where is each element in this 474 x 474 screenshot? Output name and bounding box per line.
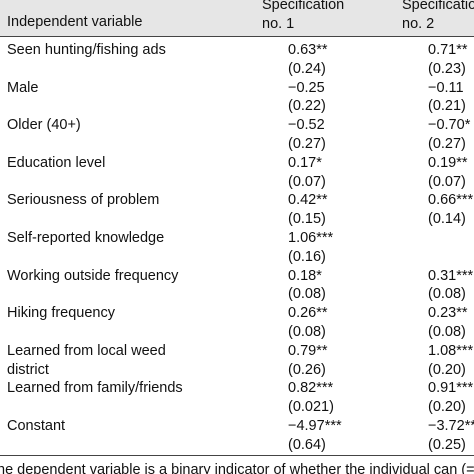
coefficient: 0.66*** bbox=[428, 192, 474, 209]
standard-error: (0.15) bbox=[288, 211, 326, 228]
coefficient: 0.23** bbox=[428, 305, 468, 322]
row-label: Constant bbox=[7, 418, 66, 434]
standard-error: (0.20) bbox=[428, 399, 466, 416]
coefficient: 0.63** bbox=[288, 42, 328, 58]
standard-error: (0.24) bbox=[288, 60, 326, 77]
standard-error: (0.08) bbox=[288, 324, 326, 340]
standard-error: (0.64) bbox=[288, 436, 326, 453]
standard-error: (0.27) bbox=[428, 136, 466, 152]
coefficient: 0.82*** bbox=[288, 380, 334, 397]
coefficient: 0.31*** bbox=[428, 267, 474, 284]
coefficient: 0.18* bbox=[288, 267, 322, 284]
coefficient: −0.25 bbox=[288, 79, 325, 96]
standard-error: (0.08) bbox=[428, 286, 466, 303]
standard-error: (0.16) bbox=[288, 248, 326, 265]
footnote: he dependent variable is a binary indica… bbox=[0, 462, 474, 474]
standard-error: (0.08) bbox=[428, 324, 466, 340]
column-header: Specification bbox=[402, 0, 474, 13]
row-label: Learned from local weed district bbox=[7, 342, 166, 378]
coefficient: 0.19** bbox=[428, 154, 468, 171]
row-label: Seen hunting/fishing ads bbox=[7, 42, 166, 58]
row-label: Hiking frequency bbox=[7, 305, 115, 322]
coefficient: −3.72*** bbox=[428, 418, 474, 434]
row-label: Seriousness of problem bbox=[7, 192, 160, 209]
coefficient: −0.11 bbox=[428, 79, 464, 96]
standard-error: (0.20) bbox=[428, 361, 466, 378]
coefficient: −4.97*** bbox=[288, 418, 342, 434]
coefficient: 0.91*** bbox=[428, 380, 474, 397]
coefficient: −0.52 bbox=[288, 117, 325, 134]
bottom-rule bbox=[0, 455, 474, 456]
column-header: no. 1 bbox=[262, 16, 295, 32]
coefficient: 0.71** bbox=[428, 42, 468, 58]
standard-error: (0.07) bbox=[288, 173, 326, 190]
standard-error: (0.21) bbox=[428, 98, 466, 115]
coefficient: 0.17* bbox=[288, 154, 322, 171]
standard-error: (0.07) bbox=[428, 173, 466, 190]
row-label: Working outside frequency bbox=[7, 267, 179, 284]
coefficient: 0.79** bbox=[288, 342, 328, 359]
coefficient: 1.08*** bbox=[428, 342, 474, 359]
row-label: Self-reported knowledge bbox=[7, 230, 165, 246]
row-label: Older (40+) bbox=[7, 117, 81, 134]
row-label: Learned from family/friends bbox=[7, 380, 183, 397]
coefficient: 0.26** bbox=[288, 305, 328, 322]
header-label: Independent variable bbox=[7, 14, 143, 30]
standard-error: (0.27) bbox=[288, 136, 326, 152]
standard-error: (0.08) bbox=[288, 286, 326, 303]
standard-error: (0.26) bbox=[288, 361, 326, 378]
standard-error: (0.23) bbox=[428, 60, 466, 77]
row-label: Education level bbox=[7, 154, 106, 171]
column-header: Specification bbox=[262, 0, 345, 13]
header-band bbox=[0, 0, 474, 37]
standard-error: (0.021) bbox=[288, 399, 334, 416]
column-header: no. 2 bbox=[402, 16, 435, 32]
standard-error: (0.14) bbox=[428, 211, 466, 228]
standard-error: (0.22) bbox=[288, 98, 326, 115]
coefficient: −0.70* bbox=[428, 117, 471, 134]
coefficient: 1.06*** bbox=[288, 230, 334, 246]
row-label: Male bbox=[7, 79, 39, 96]
coefficient: 0.42** bbox=[288, 192, 328, 209]
standard-error: (0.25) bbox=[428, 436, 466, 453]
